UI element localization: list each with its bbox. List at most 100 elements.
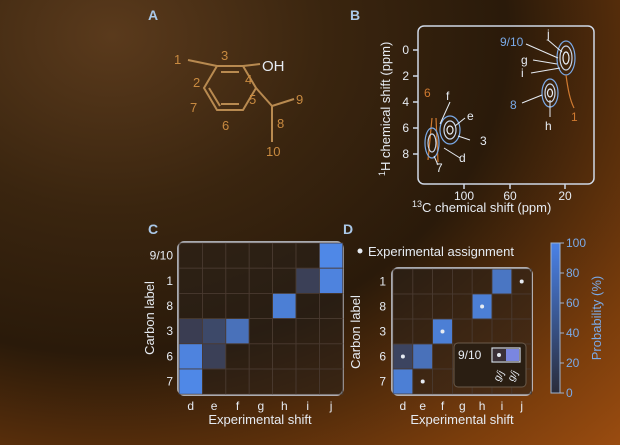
- colorbar-label: Probability (%): [589, 276, 604, 361]
- colorbar-gradient: [550, 242, 561, 394]
- matrix-c-cell: [318, 292, 344, 319]
- molecule-structure: OH 1 2 3 4 5 6 7 8 9 10: [174, 48, 303, 159]
- matrix-c-cell: [318, 343, 344, 370]
- matrix-d-cell: [412, 318, 433, 345]
- matrix-d-cell: [511, 318, 532, 345]
- matrix-c-cell: [201, 292, 227, 319]
- atom-label-9: 9: [296, 92, 303, 107]
- atom-label-2: 2: [193, 75, 200, 90]
- nmr-ylabel: 1H chemical shift (ppm): [377, 42, 393, 176]
- matrix-c: 9/10 1 8 3 6 7 d e f g h i j Experimental shift Car…: [142, 241, 344, 427]
- inset-cell-1: [506, 349, 519, 361]
- colorbar-tick: 0: [566, 386, 573, 400]
- matrix-c-row-label: 9/10: [150, 249, 174, 263]
- nmr-ytick-8: 8: [402, 147, 409, 161]
- matrix-d-col-label: j: [519, 399, 523, 413]
- matrix-c-cell: [295, 343, 320, 370]
- matrix-d-cell: [432, 343, 453, 370]
- matrix-d-cell: [412, 268, 433, 295]
- oh-bond: [242, 63, 261, 67]
- matrix-d-cell: [412, 293, 433, 320]
- matrix-d-row-label: 8: [379, 300, 386, 314]
- matrix-c-cell: [295, 318, 320, 345]
- nmr-ytick-2: 2: [402, 69, 409, 83]
- nmr-spectrum: 100 60 20 0 2 4 6 8 13C chemical shift (…: [377, 25, 595, 215]
- peak-label-6: 6: [424, 86, 431, 100]
- nmr-xtick-60: 60: [503, 189, 517, 203]
- assignment-dot: [519, 279, 524, 284]
- matrix-d-ylabel: Carbon label: [348, 295, 363, 369]
- isopropyl-bond: [255, 87, 273, 107]
- nmr-ytick-4: 4: [402, 95, 409, 109]
- matrix-c-cell: [178, 292, 203, 319]
- matrix-d-cell: [451, 293, 473, 320]
- matrix-c-col-label: h: [281, 399, 288, 413]
- inset-col-0: g/j: [492, 369, 507, 384]
- peak-label-8: 8: [510, 98, 517, 112]
- matrix-c-cell: [178, 242, 203, 269]
- matrix-c-row-label: 7: [166, 375, 173, 389]
- oh-label: OH: [262, 58, 285, 75]
- matrix-c-cell: [272, 318, 297, 345]
- colorbar-tick: 20: [566, 356, 580, 370]
- nmr-xtick-20: 20: [558, 189, 572, 203]
- matrix-c-row-label: 6: [166, 349, 173, 363]
- nmr-xtick-100: 100: [454, 189, 474, 203]
- matrix-c-cell: [272, 267, 297, 294]
- matrix-c-cell: [225, 318, 250, 345]
- atom-label-10: 10: [266, 144, 280, 159]
- matrix-c-cell: [201, 242, 227, 269]
- matrix-c-cell: [295, 267, 320, 294]
- peak-label-9-10: 9/10: [500, 35, 524, 49]
- matrix-c-cell: [201, 368, 227, 395]
- peak-label-1: 1: [571, 110, 578, 124]
- matrix-c-cell: [248, 242, 273, 269]
- matrix-d-cell: [471, 318, 493, 345]
- inset-dot: [497, 353, 501, 357]
- matrix-d-col-label: i: [501, 399, 504, 413]
- matrix-d-xlabel: Experimental shift: [410, 412, 514, 427]
- matrix-c-cell: [225, 343, 250, 370]
- matrix-d-row-label: 6: [379, 350, 386, 364]
- peak-label-g: g: [521, 53, 528, 67]
- matrix-c-cell: [272, 292, 297, 319]
- assignment-dot: [420, 379, 425, 384]
- matrix-d-cell: [432, 368, 453, 395]
- matrix-c-cell: [201, 318, 227, 345]
- matrix-c-ylabel: Carbon label: [142, 281, 157, 355]
- matrix-d-cell: [491, 268, 513, 295]
- atom-label-3: 3: [221, 48, 228, 63]
- matrix-d-col-label: d: [400, 399, 407, 413]
- matrix-d-cell: [392, 368, 414, 395]
- matrix-d-row-label: 1: [379, 275, 386, 289]
- legend-label: Experimental assignment: [368, 244, 514, 259]
- matrix-d-cell: [432, 268, 453, 295]
- matrix-d-cell: [451, 268, 473, 295]
- atom-label-7: 7: [190, 100, 197, 115]
- legend-dot: [357, 248, 363, 254]
- matrix-d-cell: [432, 293, 453, 320]
- peak-label-d: d: [459, 151, 466, 165]
- nmr-xlabel: 13C chemical shift (ppm): [412, 199, 551, 215]
- atom-label-4: 4: [245, 72, 252, 87]
- peak-label-i: i: [521, 66, 524, 80]
- matrix-c-cell: [178, 368, 203, 395]
- matrix-c-cell: [295, 368, 320, 395]
- nmr-ytick-6: 6: [402, 121, 409, 135]
- nmr-ytick-0: 0: [402, 43, 409, 57]
- panel-c-label: C: [148, 221, 158, 237]
- matrix-c-cell: [178, 343, 203, 370]
- matrix-c-row-label: 8: [166, 299, 173, 313]
- matrix-c-cell: [201, 267, 227, 294]
- matrix-c-cell: [178, 267, 203, 294]
- matrix-c-col-label: e: [211, 399, 218, 413]
- atom-label-8: 8: [277, 116, 284, 131]
- peak-label-h: h: [545, 119, 552, 133]
- matrix-d-row-label: 7: [379, 375, 386, 389]
- matrix-c-cell: [248, 368, 273, 395]
- matrix-c-col-label: g: [258, 399, 265, 413]
- matrix-c-cell: [225, 292, 250, 319]
- matrix-c-cell: [295, 242, 320, 269]
- matrix-d-cell: [451, 318, 473, 345]
